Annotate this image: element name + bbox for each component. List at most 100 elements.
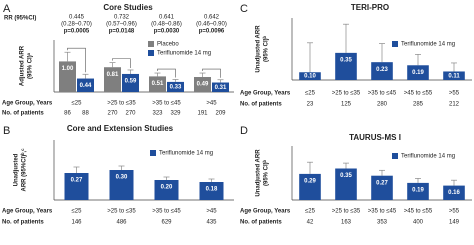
patient-count: 329 bbox=[170, 111, 181, 117]
value-label: 0.20 bbox=[161, 185, 173, 191]
legend-swatch bbox=[148, 50, 154, 56]
y-axis-label: Adjusted ARR bbox=[20, 45, 26, 86]
patient-count: 270 bbox=[107, 111, 118, 117]
rr-ci: (0.46–0.90) bbox=[196, 22, 227, 28]
comparison-bracket bbox=[67, 47, 86, 73]
bar bbox=[122, 73, 139, 92]
patient-count: 353 bbox=[377, 220, 388, 226]
value-label: 0.19 bbox=[412, 187, 424, 193]
value-label: 0.23 bbox=[376, 67, 388, 73]
x-tick-label: >45 bbox=[206, 209, 217, 215]
value-label: 0.31 bbox=[215, 85, 227, 91]
bar bbox=[104, 67, 121, 92]
x-tick-label: >25 to ≤35 bbox=[332, 209, 361, 215]
patient-count: 400 bbox=[413, 220, 424, 226]
p-value: p=0.0148 bbox=[109, 29, 135, 35]
rr-ci: (0.28–0.70) bbox=[61, 22, 92, 28]
y-axis-label: ARR (95%CI)ᵇ,ᶜ bbox=[21, 148, 28, 192]
y-axis-label: Unadjusted bbox=[14, 153, 20, 186]
patient-count: 191 bbox=[197, 111, 208, 117]
x-tick-label: >55 bbox=[449, 209, 460, 215]
x-tick-label: >45 to ≤55 bbox=[404, 209, 433, 215]
bar bbox=[194, 77, 211, 92]
x-tick-label: >35 to ≤45 bbox=[152, 101, 181, 107]
rr-value: 0.732 bbox=[114, 15, 130, 21]
row-label: No. of patients bbox=[240, 102, 282, 108]
patient-count: 146 bbox=[71, 220, 82, 226]
patient-count: 212 bbox=[449, 102, 460, 108]
value-label: 0.27 bbox=[376, 180, 388, 186]
value-label: 0.29 bbox=[304, 178, 316, 184]
bar bbox=[335, 52, 357, 80]
patient-count: 23 bbox=[307, 102, 314, 108]
bar bbox=[299, 173, 321, 200]
row-label: No. of patients bbox=[2, 111, 44, 117]
bar bbox=[299, 72, 321, 80]
patient-count: 163 bbox=[341, 220, 352, 226]
patient-count: 209 bbox=[215, 111, 226, 117]
x-tick-label: ≤25 bbox=[305, 91, 316, 97]
x-tick-label: >35 to ≤45 bbox=[368, 91, 397, 97]
value-label: 1.00 bbox=[62, 66, 74, 72]
p-value: p=0.0096 bbox=[199, 29, 225, 35]
legend-label: Teriflunomide 14 mg bbox=[401, 42, 455, 48]
rr-value: 0.445 bbox=[69, 15, 85, 21]
bar bbox=[64, 173, 89, 200]
bar bbox=[335, 168, 357, 200]
legend-swatch bbox=[150, 150, 156, 156]
legend-swatch bbox=[148, 41, 154, 47]
panel-letter: D bbox=[240, 125, 248, 137]
bar bbox=[371, 62, 393, 80]
legend-swatch bbox=[392, 153, 398, 159]
y-axis-label: Unadjusted ARR bbox=[256, 149, 262, 197]
patient-count: 86 bbox=[64, 111, 71, 117]
bar bbox=[109, 170, 134, 200]
patient-count: 486 bbox=[116, 220, 127, 226]
bar bbox=[407, 182, 429, 200]
x-tick-label: ≤25 bbox=[72, 209, 83, 215]
value-label: 0.51 bbox=[152, 81, 164, 87]
bar bbox=[371, 175, 393, 200]
rr-ci: (0.48–0.86) bbox=[151, 22, 182, 28]
y-axis-label: (95% CI)ᵇ bbox=[263, 159, 270, 186]
legend-label: Placebo bbox=[157, 42, 179, 48]
value-label: 0.16 bbox=[448, 190, 460, 196]
patient-count: 270 bbox=[125, 111, 136, 117]
value-label: 0.49 bbox=[197, 82, 209, 88]
y-axis-label: Unadjusted ARR bbox=[256, 25, 262, 73]
x-tick-label: ≤25 bbox=[305, 209, 316, 215]
bar bbox=[154, 180, 179, 200]
patient-count: 88 bbox=[82, 111, 89, 117]
x-tick-label: >25 to ≤35 bbox=[107, 209, 136, 215]
x-tick-label: ≤25 bbox=[72, 101, 83, 107]
bar bbox=[167, 81, 184, 92]
row-label: No. of patients bbox=[240, 220, 282, 226]
bar bbox=[443, 71, 465, 80]
rr-value: 0.642 bbox=[204, 15, 220, 21]
bar bbox=[199, 182, 224, 200]
x-tick-label: >45 to ≤55 bbox=[404, 91, 433, 97]
rr-value: 0.641 bbox=[159, 15, 175, 21]
rr-ci: (0.57–0.96) bbox=[106, 22, 137, 28]
panel-title: Core and Extension Studies bbox=[67, 124, 174, 133]
panel-title: TERI-PRO bbox=[351, 3, 389, 12]
panel-title: TAURUS-MS I bbox=[349, 133, 401, 142]
annotation-label: RR (95%CI) bbox=[4, 16, 36, 22]
value-label: 0.33 bbox=[170, 85, 182, 91]
patient-count: 42 bbox=[307, 220, 314, 226]
bar bbox=[407, 65, 429, 80]
y-axis-label: (95% CI)ᵃ bbox=[28, 52, 34, 79]
patient-count: 285 bbox=[413, 102, 424, 108]
value-label: 0.44 bbox=[80, 83, 92, 89]
y-axis-label: (95% CI)ᵇ bbox=[263, 35, 270, 62]
p-value: p=0.0005 bbox=[64, 29, 90, 35]
comparison-bracket bbox=[112, 58, 131, 68]
row-label: Age Group, Years bbox=[2, 101, 53, 107]
legend-label: Teriflunomide 14 mg bbox=[157, 51, 211, 57]
value-label: 0.10 bbox=[304, 74, 316, 80]
value-label: 0.11 bbox=[448, 73, 460, 79]
p-value: p=0.0030 bbox=[154, 29, 180, 35]
value-label: 0.19 bbox=[412, 70, 424, 76]
value-label: 0.30 bbox=[116, 175, 128, 181]
x-tick-label: >35 to ≤45 bbox=[152, 209, 181, 215]
